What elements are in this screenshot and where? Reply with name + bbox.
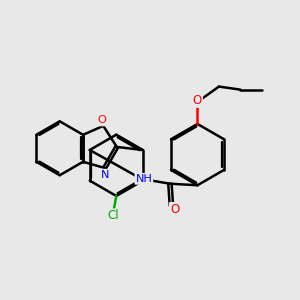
Text: NH: NH [135, 174, 152, 184]
Text: O: O [97, 116, 106, 125]
Text: O: O [170, 203, 179, 216]
Text: Cl: Cl [107, 209, 119, 222]
Text: O: O [193, 94, 202, 107]
Text: N: N [100, 170, 109, 180]
